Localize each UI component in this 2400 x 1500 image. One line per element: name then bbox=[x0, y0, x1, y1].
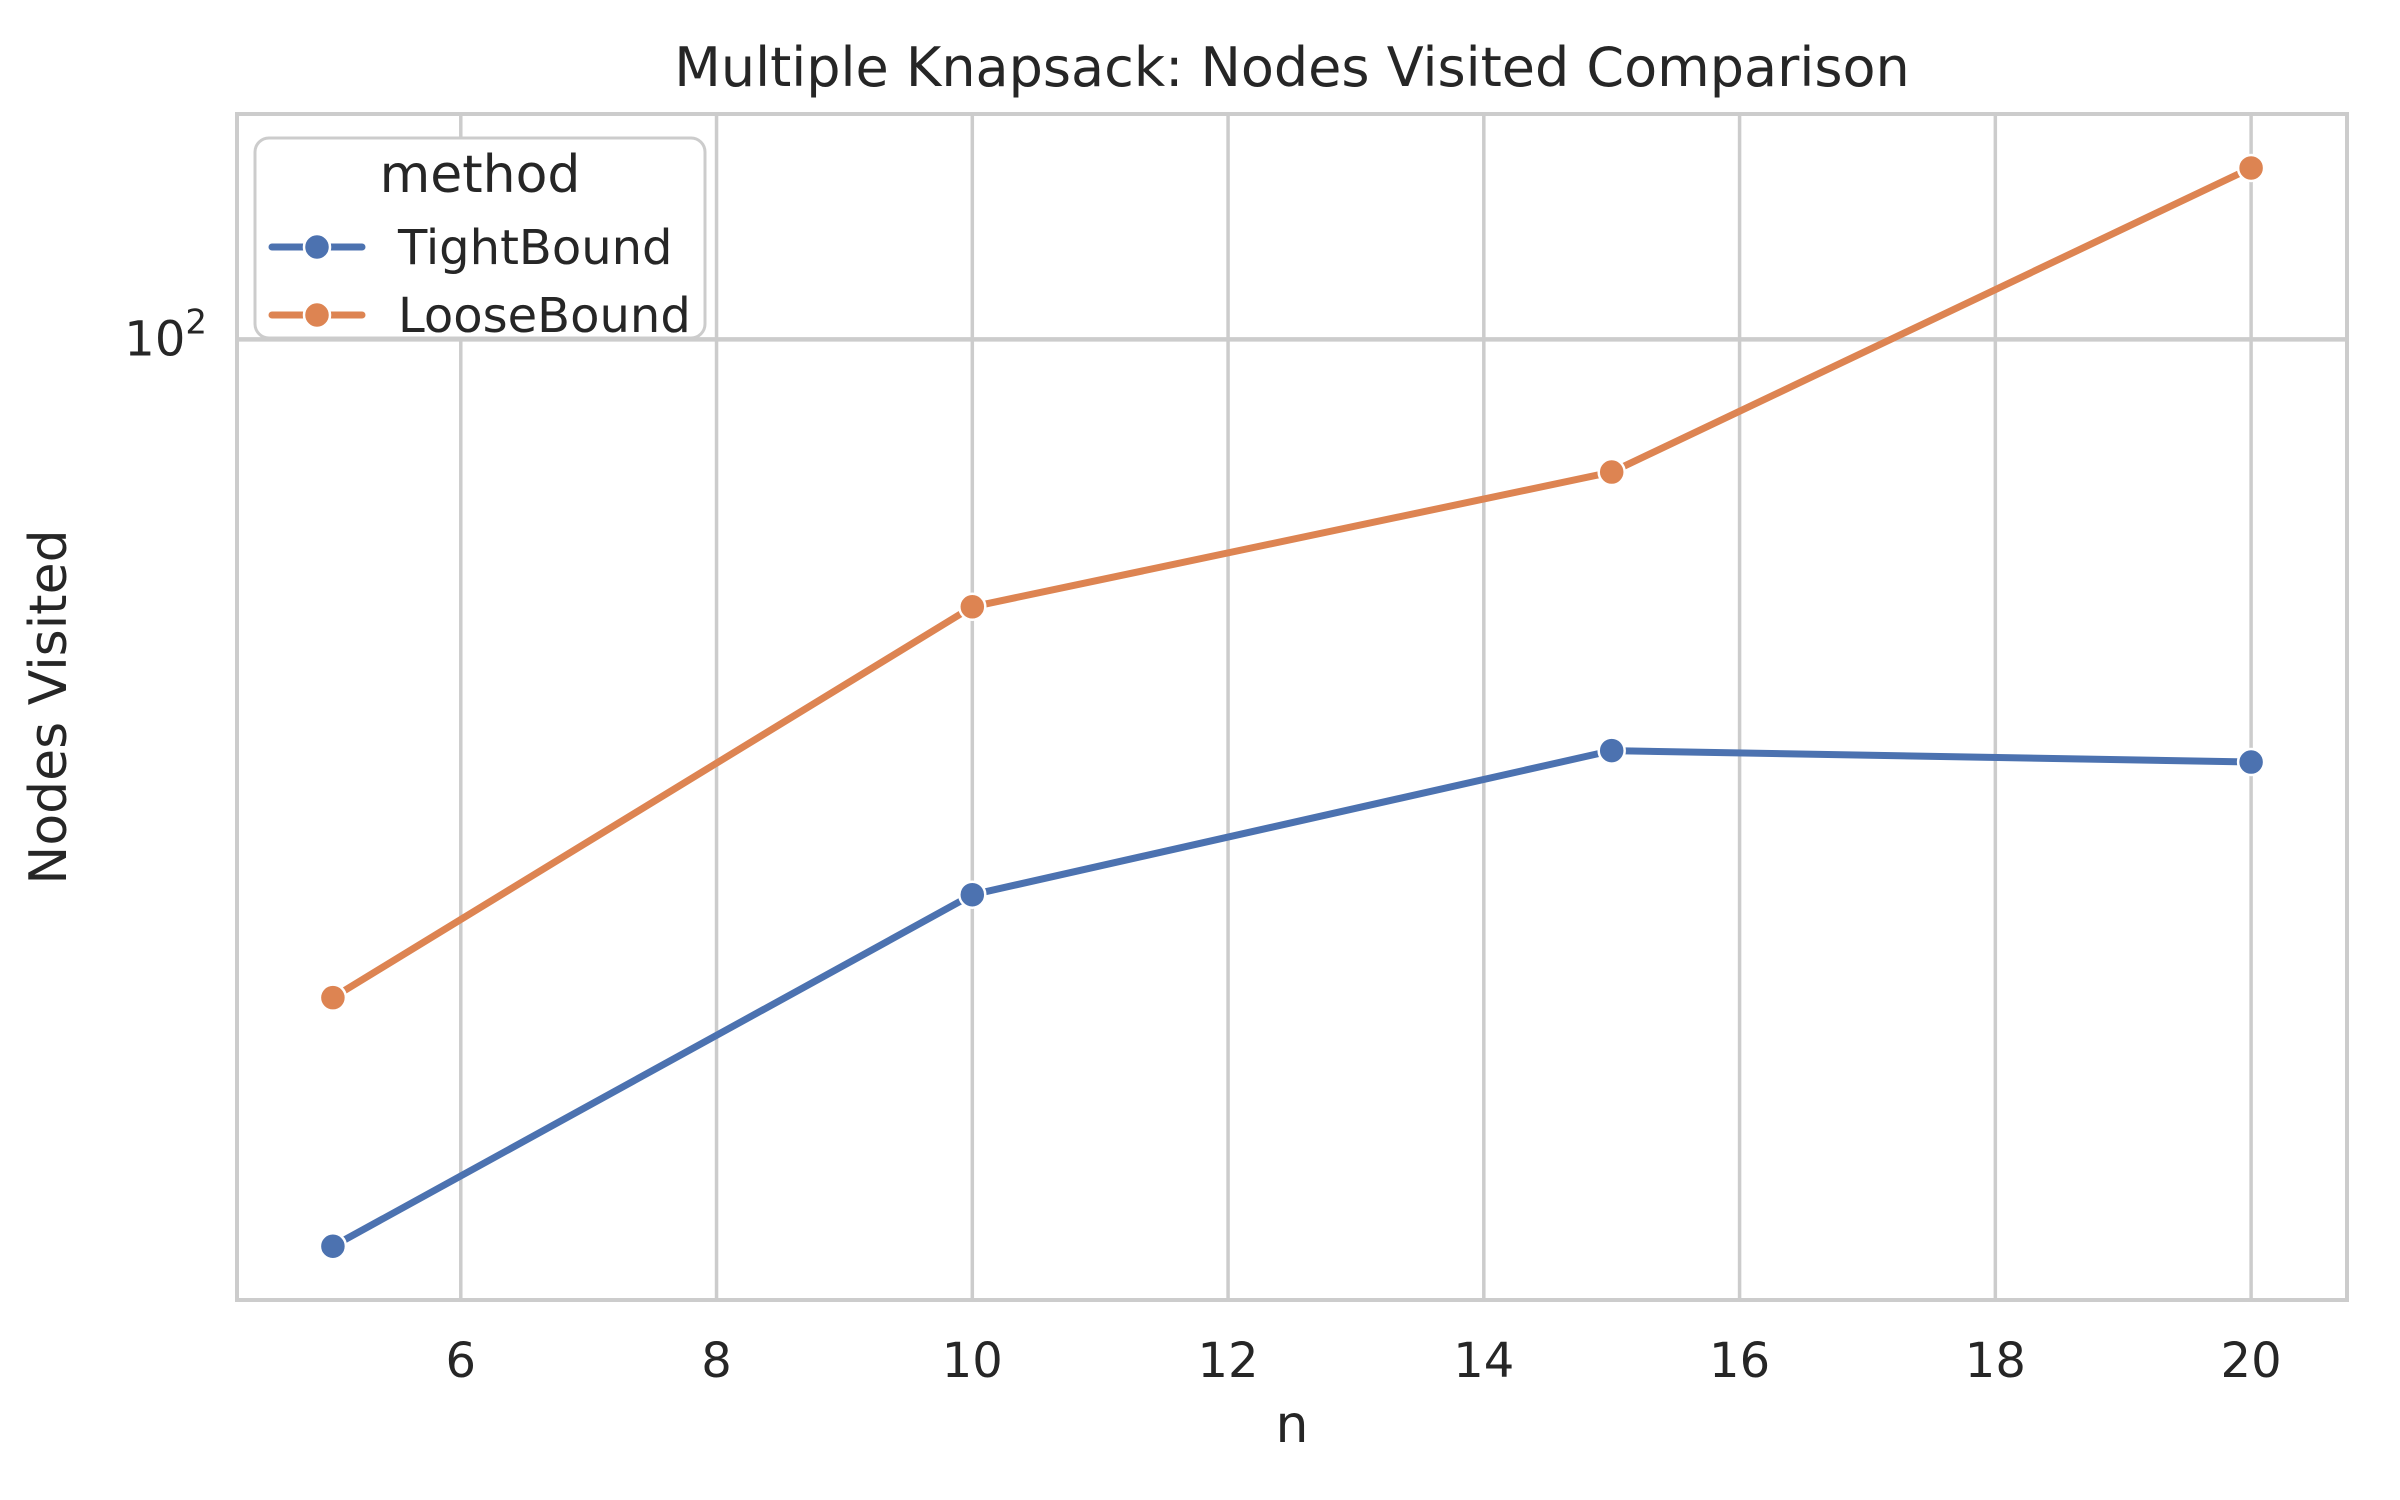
legend-marker-loosebound bbox=[302, 300, 332, 330]
grid-layer bbox=[237, 114, 2347, 1300]
data-point-tightbound bbox=[958, 880, 987, 909]
x-tick-label: 14 bbox=[1453, 1333, 1514, 1389]
y-axis-label: Nodes Visited bbox=[19, 529, 79, 884]
legend-label-tightbound: TightBound bbox=[397, 220, 673, 276]
x-tick-label: 20 bbox=[2221, 1333, 2282, 1389]
x-tick-label: 16 bbox=[1709, 1333, 1770, 1389]
x-tick-label: 10 bbox=[942, 1333, 1003, 1389]
series-line-tightbound bbox=[329, 747, 2255, 1250]
legend-box bbox=[253, 136, 707, 340]
legend-layer: method TightBound LooseBound bbox=[253, 136, 707, 344]
legend-marker-tightbound bbox=[302, 232, 332, 262]
legend-label-loosebound: LooseBound bbox=[398, 288, 691, 344]
y-tick-label: 102 bbox=[124, 302, 207, 367]
tick-layer: 6 8 10 12 14 16 18 20 102 bbox=[124, 302, 2281, 1389]
data-point-loosebound bbox=[1597, 457, 1626, 487]
x-tick-label: 8 bbox=[701, 1333, 732, 1389]
x-tick-label: 18 bbox=[1965, 1333, 2026, 1389]
x-axis-label: n bbox=[1276, 1395, 1309, 1455]
series-line-loosebound bbox=[329, 164, 2255, 1002]
series-layer bbox=[318, 153, 2266, 1261]
data-point-loosebound bbox=[318, 983, 348, 1012]
data-point-tightbound bbox=[318, 1231, 348, 1261]
x-tick-label: 12 bbox=[1198, 1333, 1259, 1389]
data-point-tightbound bbox=[1597, 736, 1626, 765]
data-point-loosebound bbox=[2236, 153, 2266, 183]
x-tick-label: 6 bbox=[446, 1333, 477, 1389]
plot-frame bbox=[235, 112, 2349, 1302]
legend-title: method bbox=[380, 145, 581, 205]
data-point-tightbound bbox=[2236, 747, 2266, 777]
data-point-loosebound bbox=[958, 592, 987, 622]
chart-title: Multiple Knapsack: Nodes Visited Compari… bbox=[674, 36, 1910, 99]
